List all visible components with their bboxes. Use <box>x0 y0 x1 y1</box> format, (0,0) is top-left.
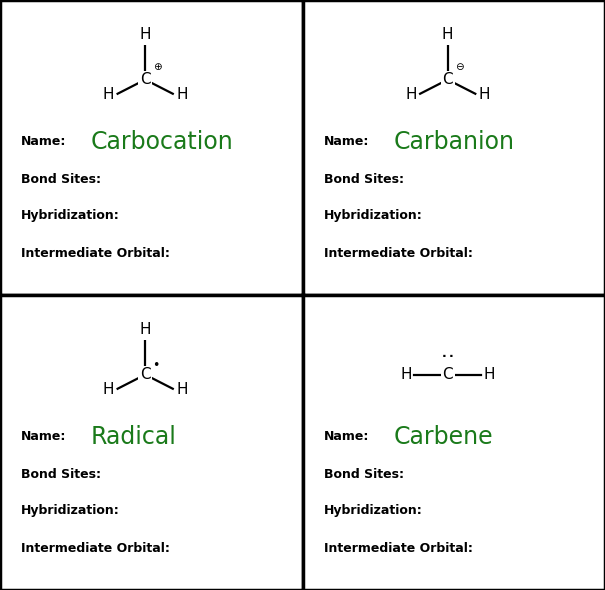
Text: H: H <box>405 87 417 101</box>
Text: Name:: Name: <box>21 430 67 443</box>
Text: C: C <box>442 72 453 87</box>
Text: H: H <box>442 27 454 42</box>
Text: Bond Sites:: Bond Sites: <box>21 468 101 481</box>
Text: H: H <box>176 382 188 396</box>
Text: Carbocation: Carbocation <box>91 130 234 153</box>
Text: Name:: Name: <box>324 430 369 443</box>
Text: ⊕: ⊕ <box>152 63 162 72</box>
Text: Hybridization:: Hybridization: <box>21 504 120 517</box>
Text: Intermediate Orbital:: Intermediate Orbital: <box>324 542 473 555</box>
Text: H: H <box>139 322 151 336</box>
Text: H: H <box>103 87 114 101</box>
Text: C: C <box>140 72 151 87</box>
Text: H: H <box>483 367 495 382</box>
Text: Bond Sites:: Bond Sites: <box>21 173 101 186</box>
Text: ⊖: ⊖ <box>455 63 464 72</box>
Text: H: H <box>479 87 490 101</box>
Text: ·: · <box>449 350 454 363</box>
Text: H: H <box>103 382 114 396</box>
Text: Hybridization:: Hybridization: <box>21 209 120 222</box>
Text: H: H <box>176 87 188 101</box>
Text: Hybridization:: Hybridization: <box>324 209 422 222</box>
Text: H: H <box>401 367 412 382</box>
Text: Intermediate Orbital:: Intermediate Orbital: <box>324 247 473 260</box>
Text: Intermediate Orbital:: Intermediate Orbital: <box>21 247 170 260</box>
Text: Bond Sites:: Bond Sites: <box>324 173 404 186</box>
Text: •: • <box>152 359 159 372</box>
Text: Radical: Radical <box>91 425 177 448</box>
Text: Carbene: Carbene <box>393 425 493 448</box>
Text: Bond Sites:: Bond Sites: <box>324 468 404 481</box>
Text: Carbanion: Carbanion <box>393 130 514 153</box>
Text: Intermediate Orbital:: Intermediate Orbital: <box>21 542 170 555</box>
Text: Name:: Name: <box>21 135 67 148</box>
Text: Hybridization:: Hybridization: <box>324 504 422 517</box>
Text: C: C <box>442 367 453 382</box>
Text: ·: · <box>442 350 446 363</box>
Text: C: C <box>140 367 151 382</box>
Text: H: H <box>139 27 151 42</box>
Text: Name:: Name: <box>324 135 369 148</box>
